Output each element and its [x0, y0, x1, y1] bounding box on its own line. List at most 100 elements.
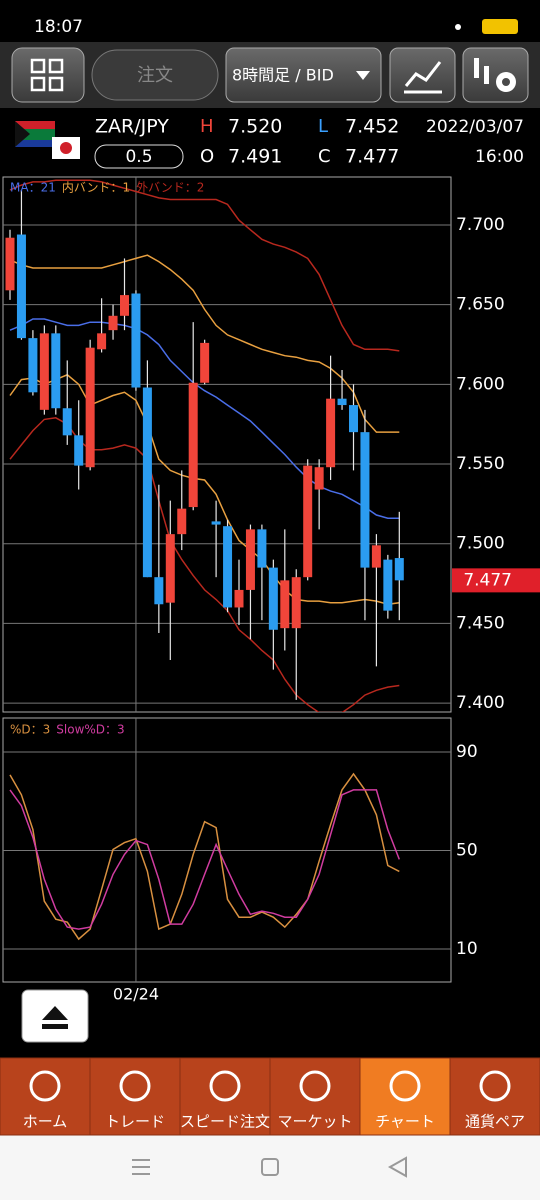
nav-label: トレード — [105, 1113, 165, 1131]
timeframe-dropdown[interactable] — [225, 47, 382, 103]
dropdown-arrow — [356, 71, 370, 80]
legend-entry: 外バンド：2 — [136, 181, 204, 195]
candle-body — [154, 577, 164, 605]
current-price-tag — [452, 568, 540, 593]
candle-body — [371, 545, 381, 568]
candle-body — [165, 534, 175, 603]
legend-entry: %D：3 — [10, 723, 50, 737]
candle-body — [74, 435, 84, 466]
nav-label: チャート — [375, 1113, 435, 1131]
candle-body — [326, 398, 336, 468]
x-tick-label: 02/24 — [113, 985, 159, 1004]
candle-body — [257, 529, 267, 568]
candle-body — [245, 529, 255, 590]
low-value: 7.452 — [345, 116, 399, 138]
menu-button-bg[interactable] — [11, 47, 85, 103]
close-label: C — [318, 146, 331, 167]
collapse-icon — [42, 1006, 68, 1029]
grid-icon — [30, 58, 64, 92]
candle-body — [188, 382, 198, 508]
candle-body — [211, 521, 221, 525]
battery — [482, 19, 518, 34]
quote-time: 16:00 — [475, 147, 524, 167]
plot — [9, 772, 400, 941]
candle-body — [383, 559, 393, 611]
open-label: O — [200, 146, 214, 167]
recent-button[interactable] — [132, 1159, 150, 1175]
nav-icon — [29, 1070, 61, 1102]
timeframe-label: 8時間足 / BID — [232, 66, 334, 85]
y-tick-label: 7.500 — [456, 534, 505, 554]
za-flag — [15, 121, 55, 147]
y-tick-label: 7.700 — [456, 215, 505, 235]
nav-label: ホーム — [23, 1113, 68, 1131]
plot-frame — [2, 176, 452, 713]
indicator-line — [9, 417, 400, 712]
candle-body — [223, 526, 233, 608]
candle-body — [5, 237, 15, 291]
spread-box — [94, 144, 184, 169]
chart-type-button[interactable] — [389, 47, 456, 103]
candle-body — [291, 577, 301, 629]
order-button[interactable] — [91, 49, 219, 101]
quote-date: 2022/03/07 — [426, 117, 524, 137]
candle-body — [200, 342, 210, 383]
settings-button[interactable] — [462, 47, 529, 103]
nav-icon — [389, 1070, 421, 1102]
y-tick-label: 7.600 — [456, 374, 505, 394]
candle-body — [268, 567, 278, 630]
candle-body — [394, 558, 404, 581]
nav-label: スピード注文 — [180, 1113, 270, 1131]
nav-icon — [119, 1070, 151, 1102]
candle-body — [314, 467, 324, 490]
candle-body — [177, 508, 187, 535]
candle-body — [280, 580, 290, 629]
order-button-label: 注文 — [137, 65, 173, 86]
candle-body — [142, 387, 152, 578]
jp-flag-sun — [60, 142, 72, 154]
menu-button[interactable] — [11, 47, 85, 103]
nav-label: 通貨ペア — [465, 1113, 525, 1131]
home-button[interactable] — [261, 1158, 279, 1176]
y-tick-label: 7.450 — [456, 613, 505, 633]
nav-icon — [209, 1070, 241, 1102]
symbol: ZAR/JPY — [95, 116, 169, 138]
y-tick-label: 90 — [456, 742, 478, 762]
candle-body — [85, 347, 95, 468]
legend-entry: Slow%D：3 — [56, 723, 124, 737]
high-value: 7.520 — [228, 116, 282, 138]
system-nav — [0, 1135, 540, 1200]
candle-body — [97, 333, 107, 350]
candle-body — [360, 432, 370, 568]
candle-body — [62, 408, 72, 436]
candle-body — [120, 295, 129, 316]
y-tick-label: 10 — [456, 939, 478, 959]
spread: 0.5 — [125, 147, 152, 167]
indicator-line — [9, 373, 400, 606]
status-icon — [455, 24, 461, 30]
candle-body — [131, 293, 141, 388]
status-time: 18:07 — [34, 17, 83, 37]
chart-icon — [404, 61, 442, 94]
oscillator-line — [9, 789, 400, 930]
candle-body — [234, 589, 244, 608]
candle-body — [108, 315, 118, 331]
nav-label: マーケット — [277, 1113, 352, 1131]
settings-icon — [474, 58, 516, 92]
candle-body — [303, 465, 313, 578]
nav-icon — [299, 1070, 331, 1102]
nav-tab[interactable] — [449, 1057, 540, 1136]
high-label: H — [200, 116, 214, 137]
candle-body — [51, 333, 61, 409]
y-tick-label: 7.650 — [456, 295, 505, 315]
indicator-line — [9, 318, 400, 519]
candle-body — [337, 398, 347, 406]
low-label: L — [318, 116, 328, 137]
candle-body — [349, 405, 358, 433]
back-button[interactable] — [387, 1156, 407, 1178]
candle-body — [28, 338, 38, 393]
close-value: 7.477 — [345, 146, 399, 168]
legend-entry: 内バンド：1 — [62, 181, 130, 195]
y-tick-label: 7.550 — [456, 454, 505, 474]
nav-icon — [479, 1070, 511, 1102]
